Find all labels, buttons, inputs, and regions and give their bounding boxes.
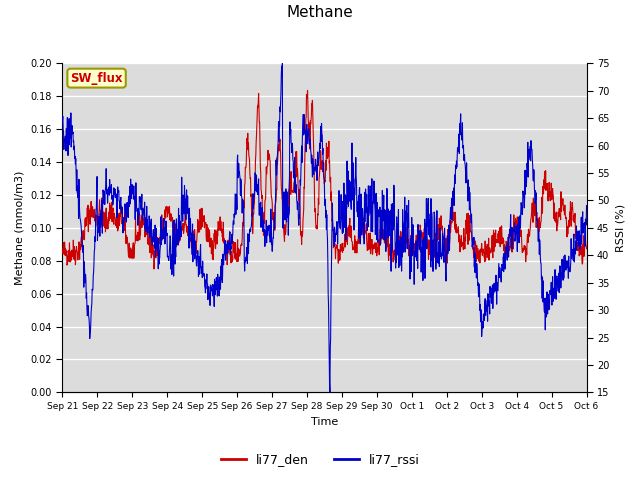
Y-axis label: RSSI (%): RSSI (%) <box>615 204 625 252</box>
Text: Methane: Methane <box>287 5 353 20</box>
X-axis label: Time: Time <box>311 417 338 427</box>
Y-axis label: Methane (mmol/m3): Methane (mmol/m3) <box>15 171 25 285</box>
Legend: li77_den, li77_rssi: li77_den, li77_rssi <box>216 448 424 471</box>
Text: SW_flux: SW_flux <box>70 72 123 84</box>
